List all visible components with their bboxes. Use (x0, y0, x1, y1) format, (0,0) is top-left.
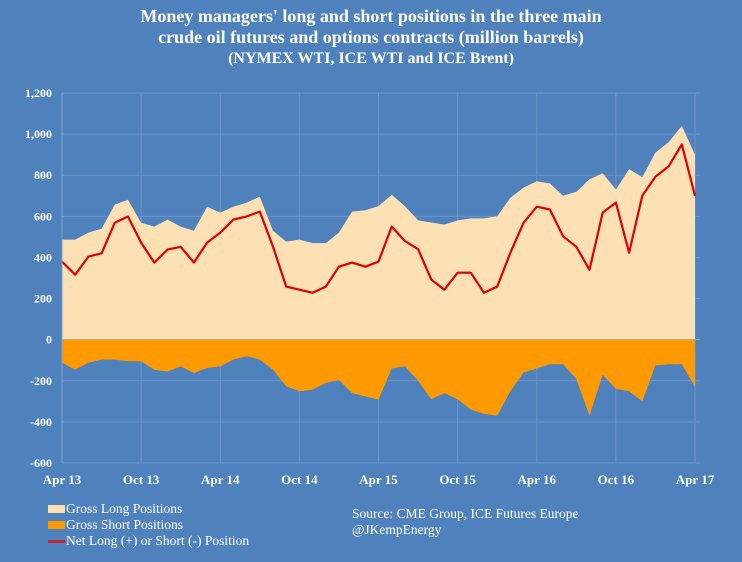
y-tick-label: 200 (34, 292, 52, 306)
y-tick-label: -400 (30, 415, 52, 429)
x-tick-label: Apr 15 (359, 472, 398, 487)
y-tick-label: 400 (34, 250, 52, 264)
title-line-2: crude oil futures and options contracts … (158, 27, 584, 47)
x-tick-label: Oct 14 (281, 472, 318, 487)
legend: Gross Long Positions Gross Short Positio… (48, 501, 249, 549)
short-swatch (48, 521, 65, 529)
x-tick-label: Apr 16 (518, 472, 557, 487)
legend-label-short: Gross Short Positions (66, 517, 184, 532)
y-tick-label: 1,200 (25, 86, 52, 100)
title-line-1: Money managers' long and short positions… (140, 6, 602, 26)
tick-labels: -600 -400 -200 0 200 400 600 800 1,000 1,200 Apr 1… (25, 86, 715, 487)
legend-item-long: Gross Long Positions (48, 501, 249, 517)
source-note: Source: CME Group, ICE Futures Europe @J… (352, 506, 578, 538)
net-line-swatch (48, 539, 65, 543)
axes (61, 93, 700, 463)
legend-label-long: Gross Long Positions (66, 501, 183, 516)
x-tick-label: Apr 14 (201, 472, 240, 487)
chart-title: Money managers' long and short positions… (0, 6, 742, 69)
x-tick-label: Apr 13 (43, 472, 82, 487)
y-tick-label: 0 (46, 333, 52, 347)
y-tick-label: 800 (34, 168, 52, 182)
y-tick-label: -200 (30, 374, 52, 388)
source-text: Source: CME Group, ICE Futures Europe (352, 506, 579, 521)
title-line-3: (NYMEX WTI, ICE WTI and ICE Brent) (228, 50, 514, 67)
x-tick-label: Apr 17 (676, 472, 715, 487)
chart-plot: -600 -400 -200 0 200 400 600 800 1,000 1,200 Apr 1… (25, 86, 715, 487)
gross-short-area (62, 339, 695, 416)
legend-label-net: Net Long (+) or Short (-) Position (66, 533, 250, 548)
y-tick-label: -600 (30, 456, 52, 470)
net-position-line (61, 143, 697, 294)
legend-item-short: Gross Short Positions (48, 517, 249, 533)
areas (61, 125, 697, 416)
long-swatch (48, 505, 65, 513)
y-tick-label: 600 (34, 209, 52, 223)
legend-item-net: Net Long (+) or Short (-) Position (48, 533, 249, 549)
x-tick-label: Oct 15 (439, 472, 476, 487)
x-tick-label: Oct 13 (123, 472, 160, 487)
y-tick-label: 1,000 (25, 127, 52, 141)
gross-long-area (62, 125, 695, 340)
x-tick-label: Oct 16 (598, 472, 635, 487)
author-handle: @JKempEnergy (352, 522, 442, 537)
